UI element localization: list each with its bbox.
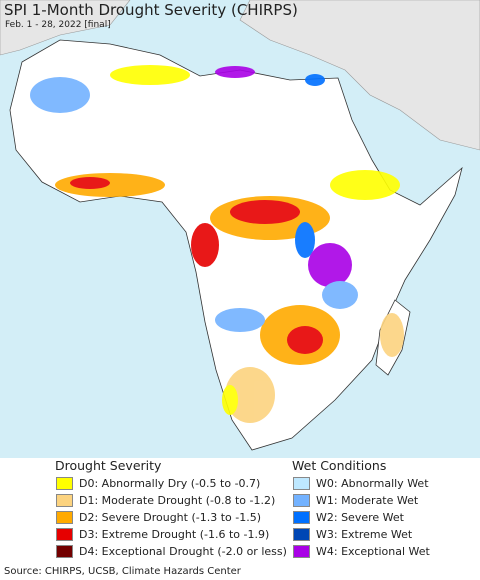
legend-swatch (56, 511, 73, 524)
anomaly-areas (30, 65, 404, 423)
area (380, 313, 404, 357)
legend-label: D1: Moderate Drought (-0.8 to -1.2) (79, 494, 276, 507)
legend-label: D2: Severe Drought (-1.3 to -1.5) (79, 511, 262, 524)
area (215, 308, 265, 332)
legend-item: D0: Abnormally Dry (-0.5 to -0.7) (56, 477, 260, 490)
area (215, 66, 255, 78)
legend-label: D4: Exceptional Drought (-2.0 or less) (79, 545, 287, 558)
legend-item: W2: Severe Wet (293, 511, 404, 524)
source: Source: CHIRPS, UCSB, Climate Hazards Ce… (4, 566, 241, 577)
subtitle: Feb. 1 - 28, 2022 [final] (5, 20, 111, 30)
legend-title: Wet Conditions (292, 458, 387, 473)
map (0, 0, 480, 458)
legend-label: W4: Exceptional Wet (316, 545, 430, 558)
legend-swatch (56, 545, 73, 558)
area (225, 367, 275, 423)
europe (0, 0, 131, 56)
legend-swatch (56, 477, 73, 490)
legend-item: W0: Abnormally Wet (293, 477, 429, 490)
legend-label: W1: Moderate Wet (316, 494, 419, 507)
legend-item: D1: Moderate Drought (-0.8 to -1.2) (56, 494, 275, 507)
legend-swatch (293, 528, 310, 541)
area (30, 77, 90, 113)
legend-label: D0: Abnormally Dry (-0.5 to -0.7) (79, 477, 261, 490)
area (305, 74, 325, 86)
legend-item: W4: Exceptional Wet (293, 545, 430, 558)
area (308, 243, 352, 287)
legend-item: D3: Extreme Drought (-1.6 to -1.9) (56, 528, 269, 541)
area (70, 177, 110, 189)
legend-label: D3: Extreme Drought (-1.6 to -1.9) (79, 528, 270, 541)
legend-swatch (56, 528, 73, 541)
legend-item: W1: Moderate Wet (293, 494, 418, 507)
legend-label: W0: Abnormally Wet (316, 477, 429, 490)
middle-east-europe (239, 0, 480, 151)
area (330, 170, 400, 200)
title: SPI 1-Month Drought Severity (CHIRPS) (4, 1, 298, 19)
area (191, 223, 219, 267)
area (287, 326, 323, 354)
legend-title: Drought Severity (55, 458, 162, 473)
legend-label: W3: Extreme Wet (316, 528, 413, 541)
legend-label: W2: Severe Wet (316, 511, 404, 524)
legend-item: W3: Extreme Wet (293, 528, 412, 541)
legend-swatch (293, 511, 310, 524)
legend-swatch (56, 494, 73, 507)
area (110, 65, 190, 85)
legend-swatch (293, 545, 310, 558)
legend-swatch (293, 494, 310, 507)
legend-swatch (293, 477, 310, 490)
area (322, 281, 358, 309)
area (295, 222, 315, 258)
area (230, 200, 300, 224)
area (222, 385, 238, 415)
legend-item: D4: Exceptional Drought (-2.0 or less) (56, 545, 287, 558)
legend-item: D2: Severe Drought (-1.3 to -1.5) (56, 511, 261, 524)
